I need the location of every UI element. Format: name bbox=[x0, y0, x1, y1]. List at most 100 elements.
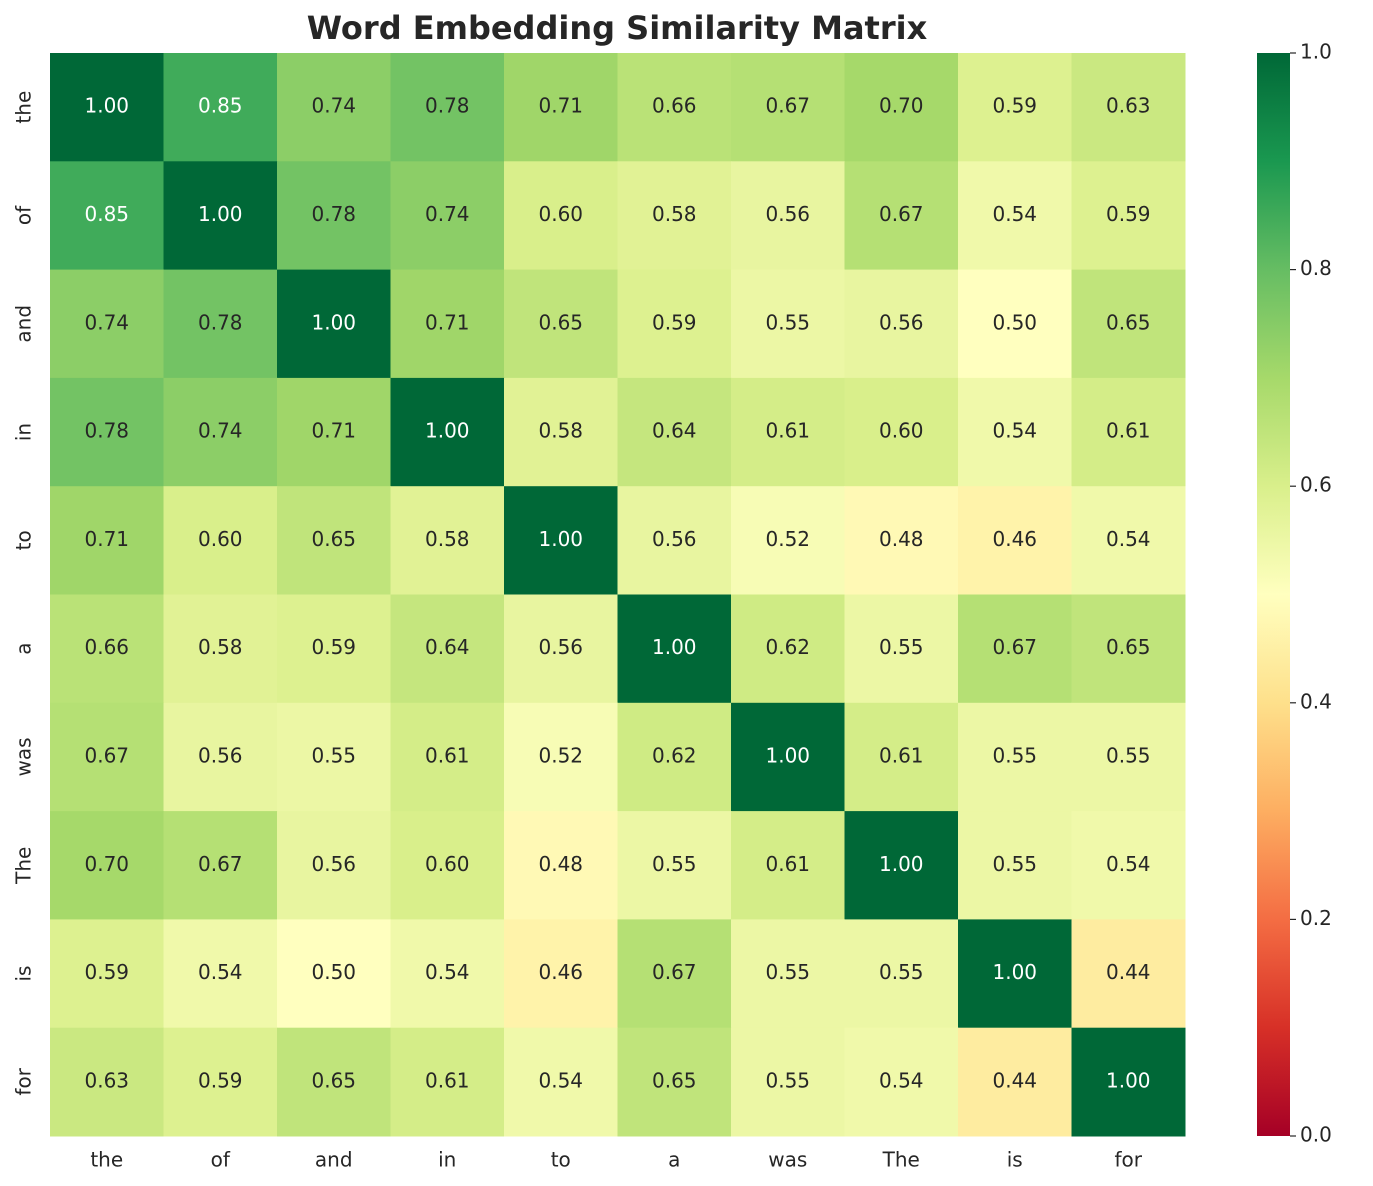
cell-label: 0.55 bbox=[311, 743, 356, 767]
cell-label: 0.54 bbox=[992, 202, 1037, 226]
cell-label: 0.71 bbox=[84, 527, 129, 551]
heatmap-cell bbox=[277, 486, 391, 595]
heatmap-cell bbox=[731, 53, 845, 162]
heatmap-cell bbox=[504, 53, 618, 162]
x-tick-label: to bbox=[551, 1148, 571, 1172]
heatmap-cell bbox=[731, 486, 845, 595]
cell-label: 0.71 bbox=[425, 310, 470, 334]
heatmap-cell bbox=[504, 594, 618, 704]
cell-label: 0.55 bbox=[652, 852, 697, 876]
cell-label: 1.00 bbox=[879, 852, 924, 876]
heatmap-cell bbox=[731, 1027, 845, 1137]
heatmap-cell bbox=[1071, 702, 1186, 812]
heatmap-cell bbox=[277, 161, 391, 271]
heatmap-cell bbox=[1071, 161, 1186, 271]
cell-label: 0.67 bbox=[198, 852, 243, 876]
cell-label: 0.58 bbox=[198, 635, 243, 659]
heatmap-cell bbox=[958, 919, 1072, 1029]
heatmap-cell bbox=[958, 486, 1072, 595]
heatmap-cell bbox=[958, 269, 1072, 379]
heatmap-cell bbox=[958, 53, 1072, 162]
x-tick-label: in bbox=[438, 1148, 456, 1172]
heatmap-cell bbox=[1071, 269, 1186, 379]
heatmap-cell bbox=[504, 1027, 618, 1137]
heatmap-cell bbox=[844, 1027, 959, 1137]
cell-label: 0.66 bbox=[652, 94, 697, 118]
heatmap-cell bbox=[617, 702, 732, 812]
heatmap-cell bbox=[504, 919, 618, 1029]
heatmap-cell bbox=[617, 269, 732, 379]
heatmap-cell bbox=[277, 811, 391, 920]
cell-label: 0.55 bbox=[765, 1068, 810, 1092]
heatmap-cell bbox=[958, 377, 1072, 487]
cell-label: 0.62 bbox=[652, 743, 697, 767]
cell-label: 0.61 bbox=[1106, 419, 1151, 443]
y-tick-label: the bbox=[12, 91, 36, 124]
cell-label: 0.61 bbox=[425, 743, 470, 767]
heatmap-cell bbox=[1071, 811, 1186, 920]
cell-label: 0.44 bbox=[1106, 960, 1151, 984]
heatmap-cell bbox=[50, 53, 164, 162]
cell-label: 0.54 bbox=[1106, 527, 1151, 551]
heatmap-cell bbox=[277, 1027, 391, 1137]
x-tick-label: and bbox=[315, 1148, 353, 1172]
heatmap-cell bbox=[844, 53, 959, 162]
colorbar-tick-label: 0.2 bbox=[1300, 906, 1332, 930]
cell-label: 0.55 bbox=[1106, 743, 1151, 767]
heatmap-cell bbox=[958, 161, 1072, 271]
heatmap-cell bbox=[390, 1027, 505, 1137]
heatmap-cell bbox=[163, 486, 278, 595]
heatmap-cell bbox=[50, 377, 164, 487]
heatmap-cell bbox=[1071, 594, 1186, 704]
cell-label: 0.64 bbox=[425, 635, 470, 659]
heatmap-cell bbox=[163, 811, 278, 920]
cell-label: 0.59 bbox=[652, 310, 697, 334]
heatmap-cell bbox=[617, 161, 732, 271]
cell-label: 0.59 bbox=[311, 635, 356, 659]
cell-label: 0.46 bbox=[538, 960, 583, 984]
heatmap-cell bbox=[163, 1027, 278, 1137]
cell-label: 0.52 bbox=[765, 527, 810, 551]
cell-label: 0.67 bbox=[765, 94, 810, 118]
heatmap-cell bbox=[50, 594, 164, 704]
heatmap-cell bbox=[1071, 53, 1186, 162]
heatmap-cell bbox=[504, 161, 618, 271]
heatmap-cell bbox=[731, 811, 845, 920]
cell-label: 0.70 bbox=[879, 94, 924, 118]
cell-label: 0.78 bbox=[198, 310, 243, 334]
heatmap-cell bbox=[844, 594, 959, 704]
heatmap-cell bbox=[844, 486, 959, 595]
heatmap-cell bbox=[163, 269, 278, 379]
cell-label: 0.54 bbox=[992, 419, 1037, 443]
heatmap-cell bbox=[277, 269, 391, 379]
heatmap-cell bbox=[50, 1027, 164, 1137]
heatmap-cell bbox=[844, 377, 959, 487]
cell-label: 0.85 bbox=[198, 94, 243, 118]
cell-label: 0.67 bbox=[84, 743, 129, 767]
cell-label: 0.58 bbox=[538, 419, 583, 443]
cell-label: 0.61 bbox=[425, 1068, 470, 1092]
y-tick-label: of bbox=[12, 205, 36, 225]
heatmap-cell bbox=[163, 53, 278, 162]
heatmap-cell bbox=[277, 377, 391, 487]
cell-label: 1.00 bbox=[84, 94, 129, 118]
cell-label: 0.71 bbox=[538, 94, 583, 118]
cell-label: 1.00 bbox=[1106, 1068, 1151, 1092]
heatmap-cell bbox=[390, 594, 505, 704]
heatmap-cell bbox=[617, 486, 732, 595]
y-tick-label: a bbox=[12, 643, 36, 655]
heatmap-cell bbox=[163, 161, 278, 271]
heatmap-cell bbox=[163, 377, 278, 487]
heatmap-cell bbox=[163, 919, 278, 1029]
cell-label: 0.48 bbox=[538, 852, 583, 876]
cell-label: 0.56 bbox=[538, 635, 583, 659]
y-tick-label: to bbox=[12, 530, 36, 550]
cell-label: 0.65 bbox=[538, 310, 583, 334]
heatmap-cell bbox=[844, 269, 959, 379]
cell-label: 0.64 bbox=[652, 419, 697, 443]
cell-label: 0.60 bbox=[425, 852, 470, 876]
cell-label: 0.61 bbox=[765, 419, 810, 443]
heatmap-cell bbox=[617, 53, 732, 162]
cell-label: 1.00 bbox=[311, 310, 356, 334]
